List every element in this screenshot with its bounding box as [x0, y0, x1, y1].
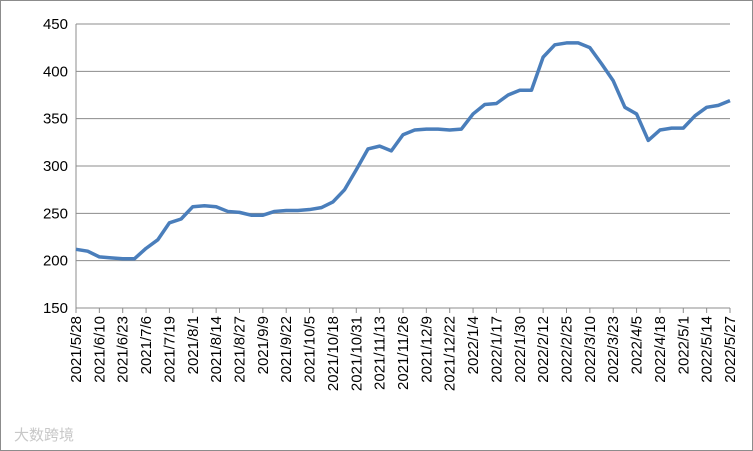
x-tick-label: 2022/3/10: [582, 316, 599, 383]
x-tick-label: 2021/5/28: [68, 316, 85, 383]
x-tick-label: 2021/11/26: [395, 316, 412, 390]
x-tick-label: 2021/6/23: [115, 316, 132, 383]
x-tick-label: 2021/10/18: [325, 316, 342, 391]
x-tick-label: 2021/11/13: [372, 316, 389, 390]
x-tick-label: 2021/9/9: [255, 316, 272, 374]
y-tick-label: 250: [43, 205, 68, 222]
x-tick-label: 2022/1/30: [512, 316, 529, 383]
x-tick-label: 2022/4/5: [629, 316, 646, 374]
x-tick-label: 2022/1/4: [465, 316, 482, 374]
x-tick-label: 2022/5/1: [675, 316, 692, 374]
x-tick-label: 2022/2/25: [559, 316, 576, 383]
x-tick-label: 2022/5/27: [722, 316, 739, 383]
x-tick-label: 2021/12/22: [442, 316, 459, 391]
x-tick-label: 2021/8/27: [232, 316, 249, 383]
x-tick-label: 2022/3/23: [605, 316, 622, 383]
y-tick-label: 400: [43, 63, 68, 80]
data-line: [75, 41, 731, 261]
x-tick-label: 2021/6/10: [91, 316, 108, 383]
watermark: 大数跨境: [14, 426, 74, 444]
x-tick-label: 2022/1/17: [488, 316, 505, 383]
x-tick-label: 2021/7/19: [161, 316, 178, 383]
x-tick-label: 2021/7/6: [138, 316, 155, 374]
x-tick-label: 2021/10/5: [302, 316, 319, 383]
x-tick-label: 2021/8/14: [208, 316, 225, 383]
y-tick-label: 350: [43, 111, 68, 128]
x-tick-label: 2021/9/22: [278, 316, 295, 383]
y-tick-label: 450: [43, 16, 68, 33]
x-tick-label: 2022/5/14: [699, 316, 716, 383]
x-tick-label: 2021/8/1: [185, 316, 202, 374]
y-tick-label: 200: [43, 253, 68, 270]
x-tick-label: 2022/2/12: [535, 316, 552, 383]
x-tick-label: 2021/10/31: [348, 316, 365, 391]
y-tick-label: 300: [43, 158, 68, 175]
x-tick-label: 2021/12/9: [418, 316, 435, 383]
x-tick-label: 2022/4/18: [652, 316, 669, 383]
y-tick-label: 150: [43, 300, 68, 317]
